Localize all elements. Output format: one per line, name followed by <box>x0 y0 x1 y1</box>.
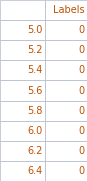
Bar <box>0 0 45 20</box>
Bar <box>0 40 45 60</box>
Bar <box>45 20 87 40</box>
Text: 0: 0 <box>78 166 84 176</box>
Text: 5.2: 5.2 <box>27 45 43 55</box>
Bar <box>45 0 87 20</box>
Bar <box>0 121 45 141</box>
Text: 0: 0 <box>78 126 84 136</box>
Bar <box>45 161 87 181</box>
Bar <box>45 40 87 60</box>
Text: 5.0: 5.0 <box>27 25 43 35</box>
Bar <box>45 141 87 161</box>
Text: 0: 0 <box>78 106 84 116</box>
Bar <box>45 80 87 101</box>
Text: 6.2: 6.2 <box>27 146 43 156</box>
Bar <box>0 161 45 181</box>
Text: 0: 0 <box>78 65 84 75</box>
Bar <box>45 60 87 80</box>
Bar <box>0 80 45 101</box>
Text: Labels: Labels <box>53 5 84 15</box>
Text: 5.8: 5.8 <box>27 106 43 116</box>
Text: 0: 0 <box>78 85 84 96</box>
Text: 5.6: 5.6 <box>27 85 43 96</box>
Text: 6.4: 6.4 <box>27 166 43 176</box>
Text: 6.0: 6.0 <box>27 126 43 136</box>
Bar <box>0 101 45 121</box>
Bar <box>45 121 87 141</box>
Bar <box>0 20 45 40</box>
Text: 0: 0 <box>78 45 84 55</box>
Text: 5.4: 5.4 <box>27 65 43 75</box>
Bar <box>0 60 45 80</box>
Text: 0: 0 <box>78 146 84 156</box>
Bar <box>45 101 87 121</box>
Text: 0: 0 <box>78 25 84 35</box>
Bar <box>0 141 45 161</box>
